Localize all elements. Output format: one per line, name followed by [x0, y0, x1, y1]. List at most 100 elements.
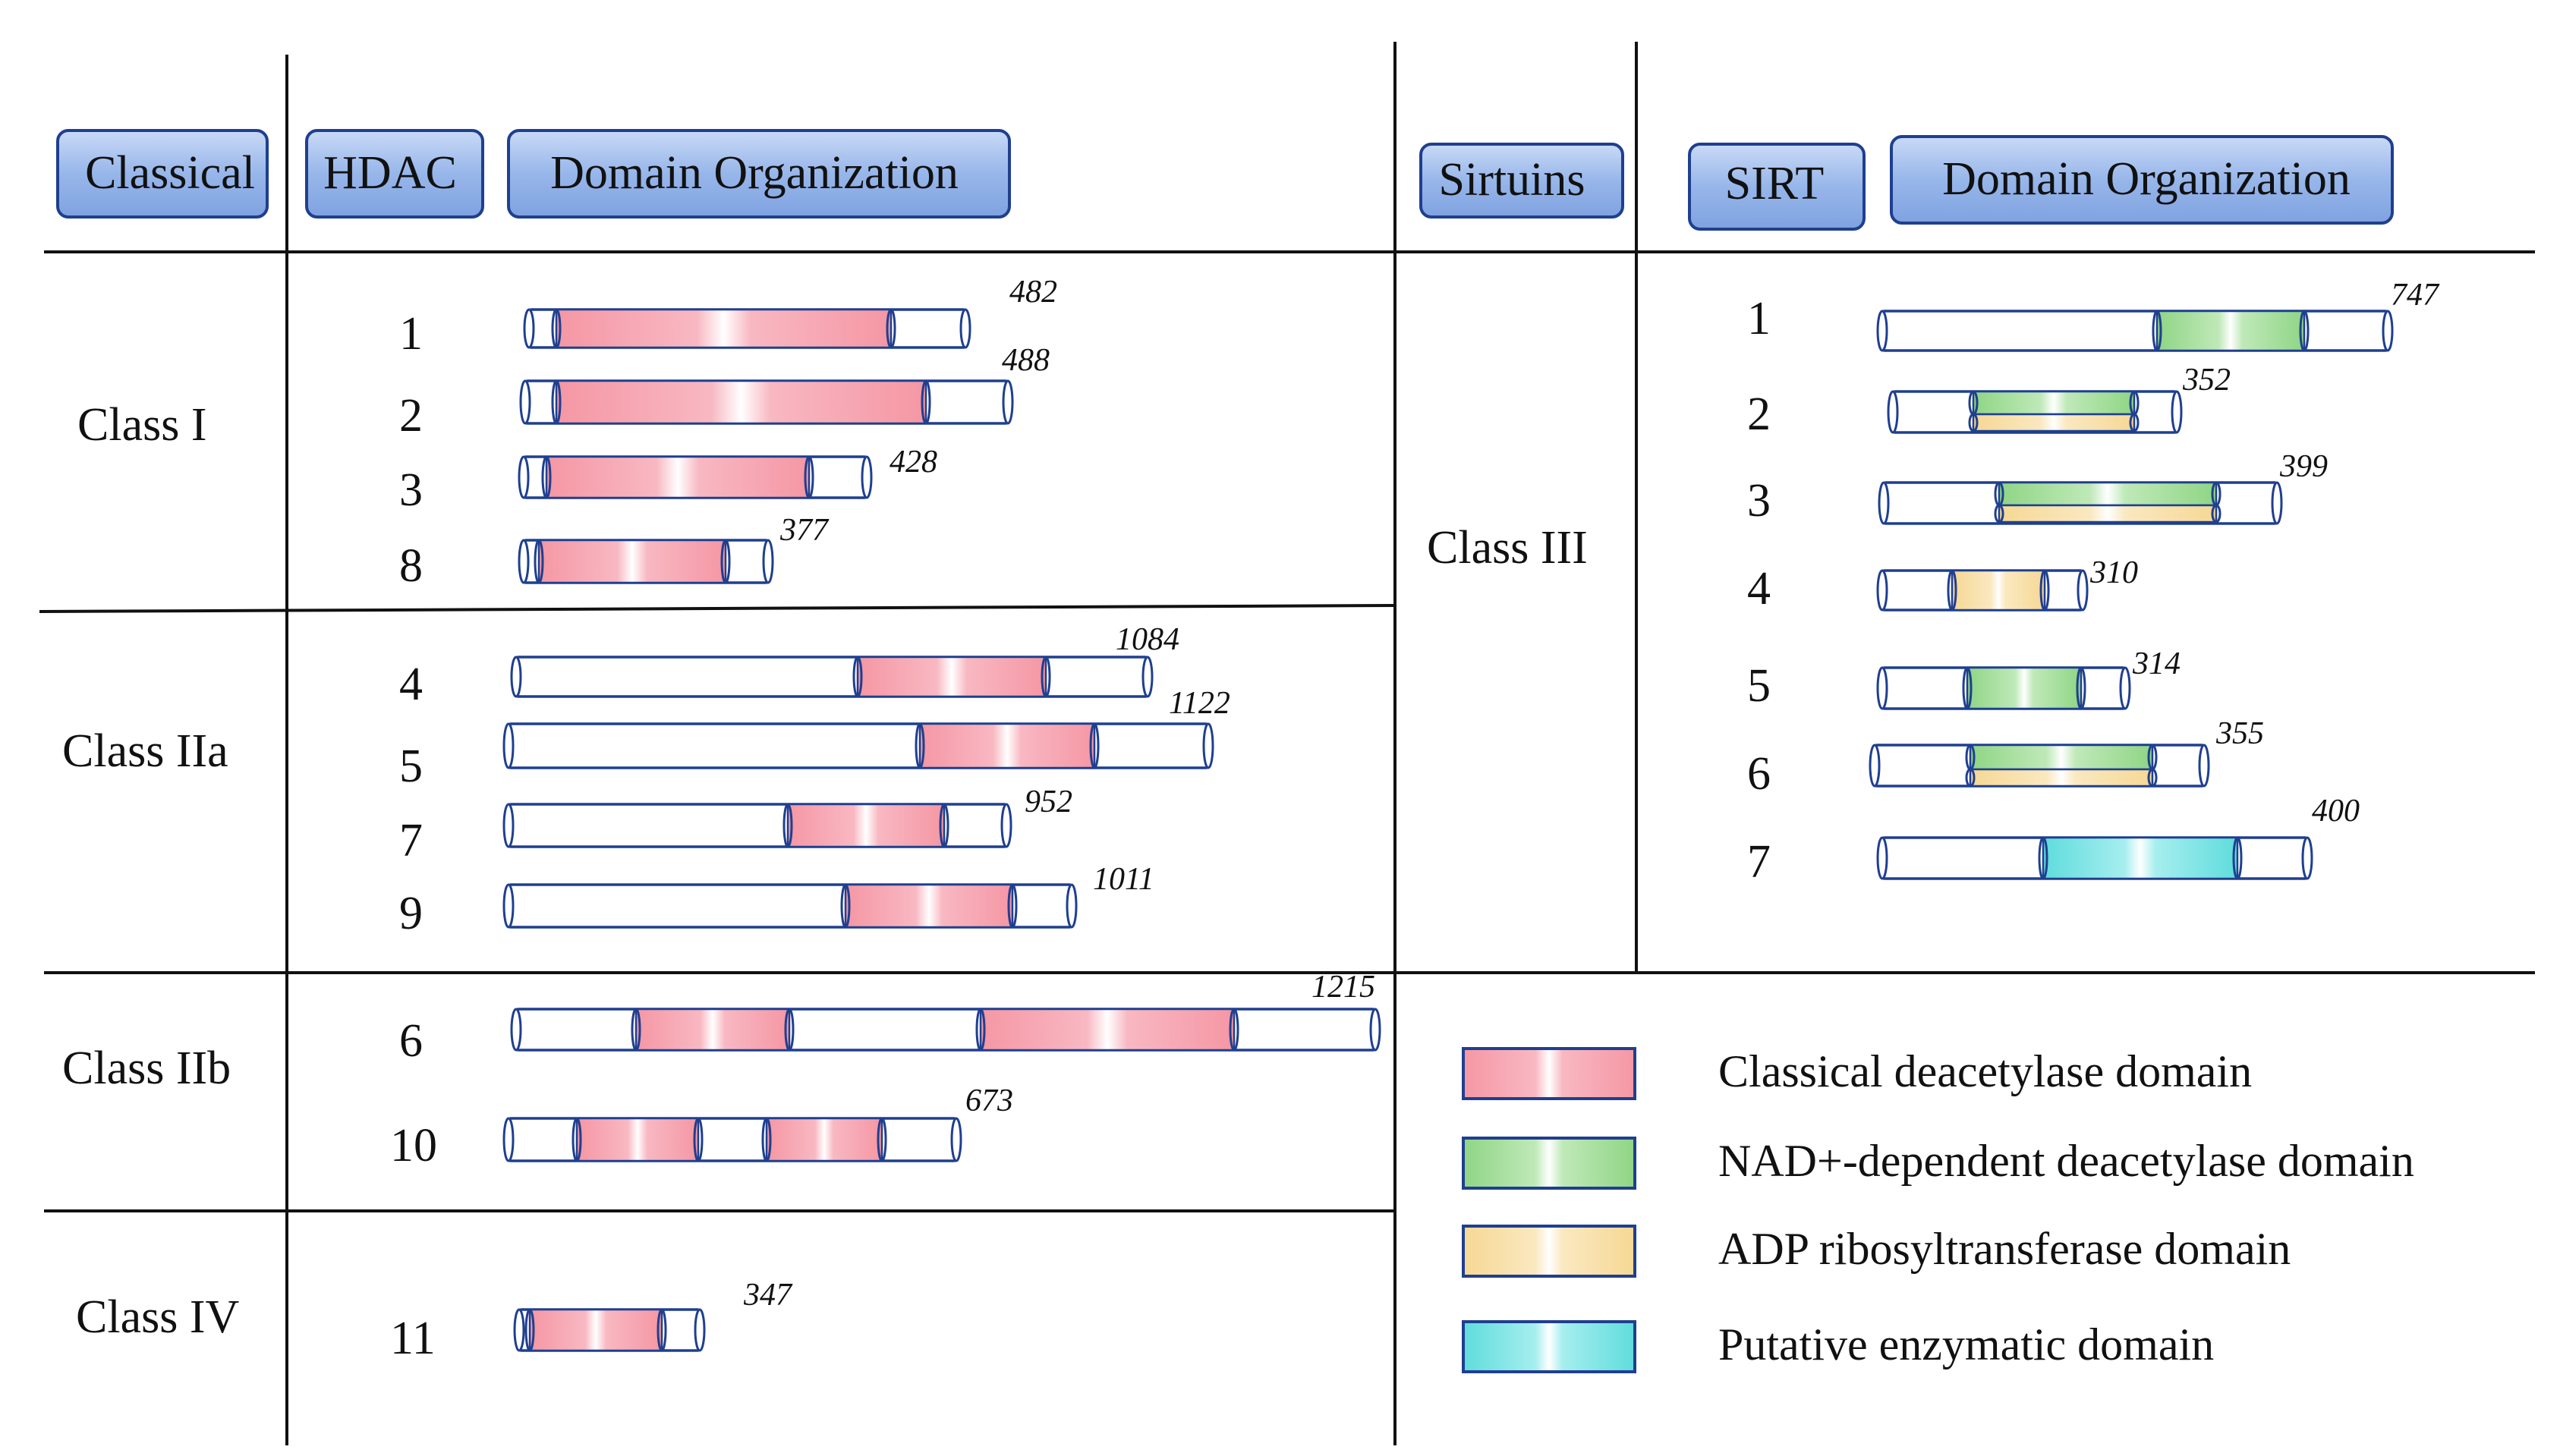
bar-end-cap [1869, 744, 1881, 788]
legend-label: Putative enzymatic domain [1718, 1319, 2214, 1370]
bar-end-cap [861, 455, 873, 499]
bar-end-cap [518, 539, 530, 584]
length-label: 482 [1009, 275, 1057, 310]
bar-end-cap [762, 539, 774, 584]
classical-domain [634, 1008, 791, 1052]
header-sirtuins: Sirtuins [1419, 143, 1624, 219]
header-sirt: SIRT [1688, 143, 1866, 231]
protein-backbone [507, 722, 1210, 769]
domain-edge [1962, 666, 1973, 710]
domain-edge [541, 455, 552, 499]
length-label: 673 [965, 1083, 1013, 1118]
bar-end-cap [694, 1308, 706, 1352]
hdac-number: 3 [399, 464, 423, 516]
domain-edge [782, 803, 793, 848]
hdac-row: 6 1215 [399, 970, 1381, 1067]
sirt-bar [1876, 569, 2089, 612]
bar-end-cap [2382, 310, 2394, 352]
bar-end-cap [2198, 744, 2210, 788]
sirt-row: 1 747 [1747, 278, 2440, 352]
hdac-bar [510, 1008, 1381, 1052]
header-row: Classical HDAC Domain Organization Sirtu… [56, 129, 2394, 231]
length-label: 1215 [1311, 970, 1375, 1005]
bar-end-cap [2119, 666, 2131, 710]
hdac-bar [523, 308, 971, 349]
length-label: 352 [2182, 363, 2231, 398]
bar-end-cap [2301, 836, 2313, 880]
hdac-row: 10 673 [390, 1083, 1013, 1171]
class-iv-label: Class IV [76, 1291, 240, 1343]
legend-item: Classical deacetylase domain [1462, 1046, 2252, 1100]
hdac-number: 4 [399, 659, 423, 710]
length-label: 377 [779, 513, 830, 548]
classical-domain [765, 1117, 883, 1162]
domain-edge [1041, 656, 1051, 698]
length-label: 952 [1025, 785, 1072, 819]
class-iia-label: Class IIa [62, 725, 228, 777]
domain-edge [761, 1117, 772, 1162]
bar-end-cap [1876, 836, 1888, 880]
length-label: 314 [2132, 646, 2181, 681]
bar-end-cap [950, 1117, 962, 1162]
sirt-number: 6 [1747, 748, 1771, 800]
bar-end-cap [502, 1117, 515, 1162]
sirt-number: 3 [1747, 475, 1771, 527]
length-label: 428 [890, 445, 937, 480]
bar-end-cap [1066, 883, 1078, 929]
legend-item: NAD+-dependent deacetylase domain [1462, 1136, 2414, 1190]
hdac-row: 11 347 [390, 1278, 793, 1364]
sirt-row: 7 400 [1747, 794, 2360, 888]
hdac-number: 7 [399, 815, 423, 866]
domain-edge [915, 722, 925, 769]
bar-end-cap [1876, 310, 1888, 352]
header-domain-left-label: Domain Organization [550, 147, 959, 199]
bar-end-cap [1141, 656, 1154, 698]
domain-edge [852, 656, 863, 698]
hdac-number: 6 [399, 1015, 423, 1067]
domain-edge [720, 539, 731, 584]
sirt-number: 4 [1747, 563, 1771, 615]
domain-edge [2129, 413, 2140, 432]
length-label: 399 [2279, 449, 2328, 484]
header-domain-right: Domain Organization [1890, 135, 2394, 225]
header-hdac-label: HDAC [323, 147, 457, 199]
length-label: 1084 [1116, 622, 1179, 657]
header-domain-left: Domain Organization [507, 129, 1011, 219]
length-label: 400 [2312, 794, 2360, 829]
hdac-number: 5 [399, 741, 423, 792]
domain-edge [1968, 413, 1979, 432]
domain-edge [2039, 569, 2050, 612]
domain-edge [2147, 768, 2158, 788]
header-sirt-label: SIRT [1725, 158, 1825, 209]
hdac-bar [502, 803, 1012, 848]
class-iii-label: Class III [1427, 522, 1588, 574]
hdac-row: 4 1084 [399, 622, 1179, 710]
domain-edge [877, 1117, 887, 1162]
hdac-number: 8 [399, 540, 423, 592]
header-classical-label: Classical [85, 147, 255, 199]
bar-end-cap [510, 1008, 522, 1052]
bar-end-cap [1000, 803, 1012, 848]
domain-edge [804, 455, 814, 499]
domain-edge [524, 1308, 535, 1352]
hdac-bar [518, 539, 774, 584]
bar-end-cap [2171, 390, 2183, 434]
bar-end-cap [1002, 379, 1014, 425]
nad-domain [1972, 390, 2136, 416]
header-hdac: HDAC [305, 129, 484, 219]
bar-end-cap [519, 379, 531, 425]
header-sirtuins-label: Sirtuins [1439, 154, 1585, 206]
domain-edge [2076, 666, 2086, 710]
domain-edge [840, 883, 851, 929]
class-iib-label: Class IIb [62, 1042, 231, 1094]
bar-end-cap [1369, 1008, 1381, 1052]
bar-end-cap [2271, 481, 2283, 525]
domain-edge [1947, 569, 1957, 612]
sirt-row: 3 399 [1747, 449, 2328, 527]
classical-domain [555, 379, 927, 425]
sirt-bar [1887, 390, 2183, 434]
hdac-number: 2 [399, 390, 423, 442]
domain-edge [657, 1308, 667, 1352]
